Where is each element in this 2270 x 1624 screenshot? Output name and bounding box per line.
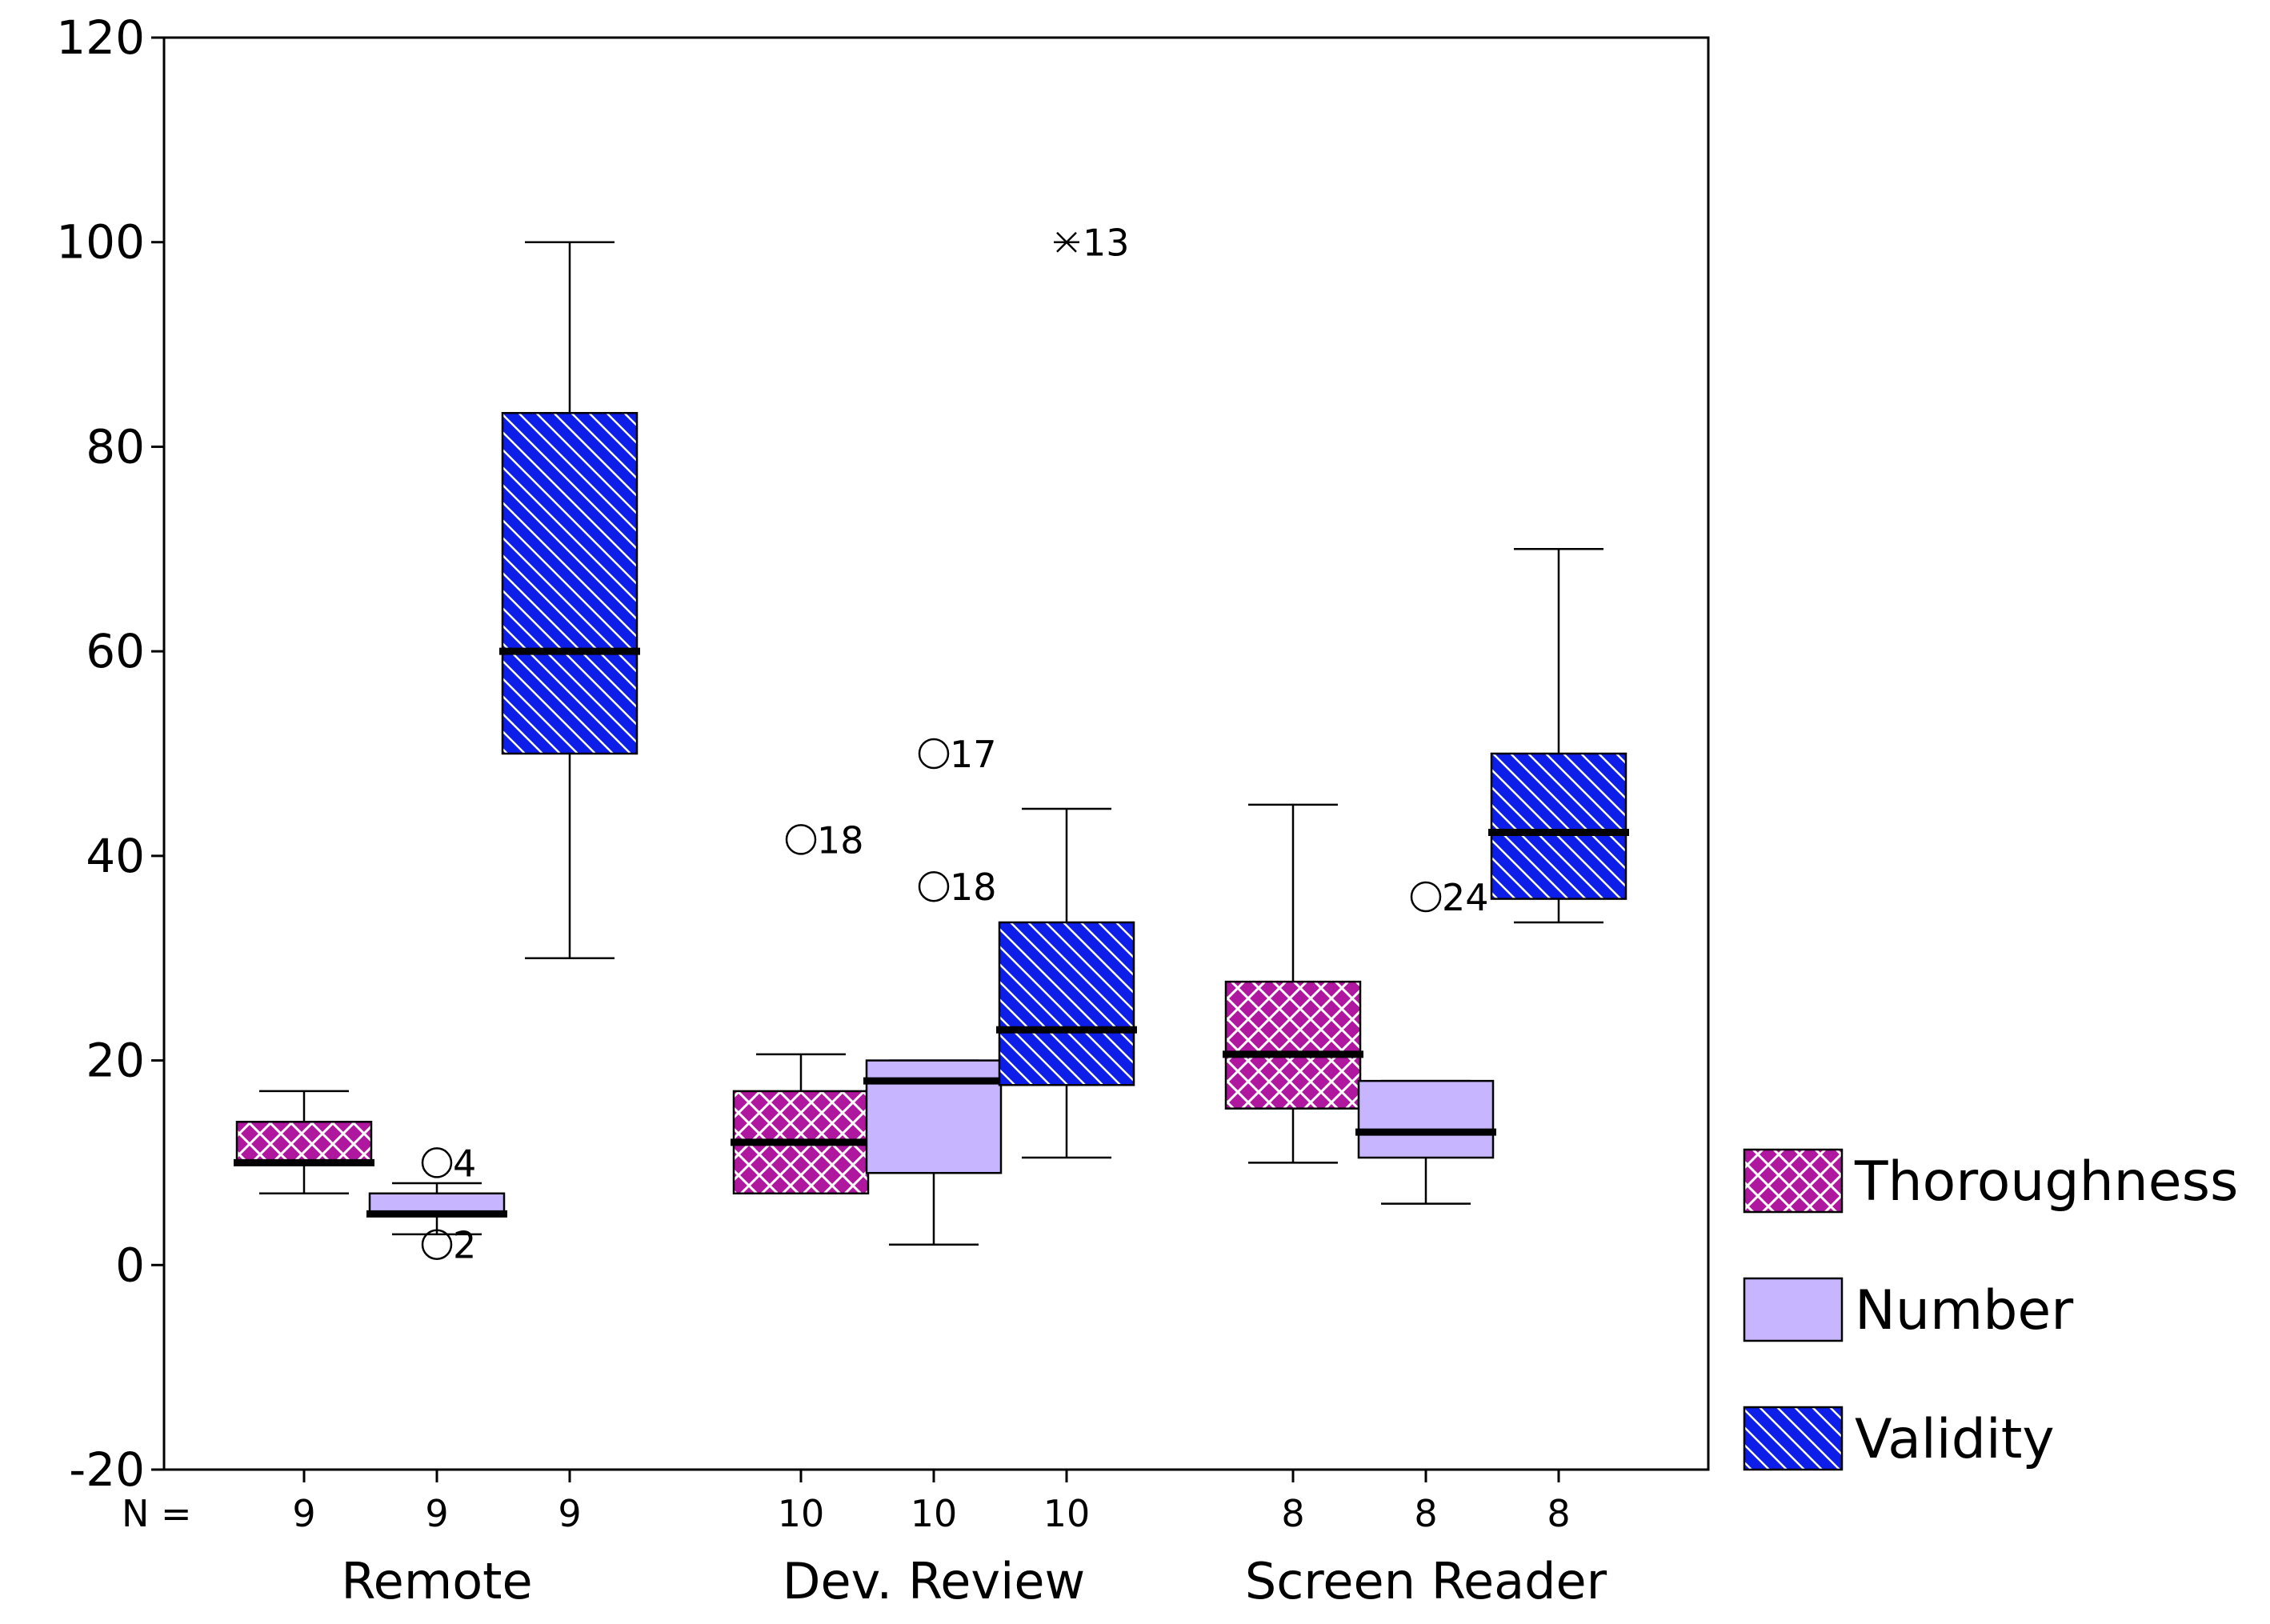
outlier-label: 13 xyxy=(1083,222,1130,265)
legend-swatch xyxy=(1743,1406,1844,1471)
n-count-label: 9 xyxy=(425,1492,448,1535)
n-count-label: 8 xyxy=(1547,1492,1570,1535)
y-tick-label: 60 xyxy=(86,624,145,678)
box-iqr xyxy=(235,1121,373,1164)
outlier-label: 2 xyxy=(453,1224,476,1267)
y-tick-label: 0 xyxy=(115,1238,145,1292)
legend-label: Validity xyxy=(1855,1408,2055,1471)
n-count-label: 8 xyxy=(1281,1492,1304,1535)
outlier-label: 18 xyxy=(817,818,864,862)
group-label-screen-reader: Screen Reader xyxy=(1245,1552,1607,1610)
outlier-marker xyxy=(1410,881,1442,913)
n-count-label: 10 xyxy=(1043,1492,1091,1535)
outlier-marker xyxy=(421,1229,453,1260)
box-screen-reader-number: 24 xyxy=(1355,876,1496,1205)
legend-swatch xyxy=(1743,1148,1844,1214)
extreme-marker xyxy=(1054,231,1079,253)
legend-item-thoroughness: Thoroughness xyxy=(1743,1148,2238,1214)
outlier-marker xyxy=(421,1147,453,1178)
outlier-marker xyxy=(785,824,817,855)
legend-item-number: Number xyxy=(1743,1277,2073,1342)
box-iqr xyxy=(998,921,1135,1086)
group-label-remote: Remote xyxy=(341,1552,532,1610)
y-tick-label: 40 xyxy=(86,829,145,883)
y-tick-label: 100 xyxy=(56,215,145,270)
legend-label: Number xyxy=(1855,1279,2073,1342)
box-remote-validity xyxy=(499,241,640,959)
box-screen-reader-thoroughness xyxy=(1223,803,1363,1164)
box-remote-thoroughness xyxy=(234,1090,374,1195)
outlier-label: 4 xyxy=(453,1142,476,1185)
n-count-label: 9 xyxy=(292,1492,315,1535)
n-prefix-label: N = xyxy=(122,1492,192,1535)
legend-swatch xyxy=(1743,1277,1844,1342)
outlier-marker xyxy=(918,738,950,770)
group-label-dev-review: Dev. Review xyxy=(783,1552,1085,1610)
y-axis: -20 0 20 40 60 80 100 120 xyxy=(56,10,164,1497)
y-tick-label: 80 xyxy=(86,419,145,474)
group-labels: Remote Dev. Review Screen Reader xyxy=(341,1552,1607,1610)
n-count-label: 10 xyxy=(778,1492,825,1535)
y-tick-label: 20 xyxy=(86,1034,145,1088)
outlier-label: 24 xyxy=(1442,876,1489,919)
box-remote-number: 42 xyxy=(366,1142,507,1267)
outlier-label: 18 xyxy=(950,866,997,909)
box-dev-review-validity: 13 xyxy=(996,222,1137,1159)
outlier-marker xyxy=(918,870,950,902)
n-count-label: 10 xyxy=(911,1492,958,1535)
y-tick-label: 120 xyxy=(56,10,145,65)
n-count-label: 9 xyxy=(558,1492,581,1535)
n-counts-row: N = 9 9 9 10 10 10 8 8 8 xyxy=(122,1470,1571,1535)
box-iqr xyxy=(1357,1079,1495,1159)
legend: Thoroughness Number Validity xyxy=(1743,1148,2238,1471)
box-iqr xyxy=(1490,752,1627,900)
box-iqr xyxy=(1224,980,1362,1110)
box-dev-review-thoroughness: 18 xyxy=(731,818,871,1195)
n-count-label: 8 xyxy=(1414,1492,1437,1535)
box-screen-reader-validity xyxy=(1488,548,1629,924)
box-iqr xyxy=(501,411,639,755)
y-tick-label: -20 xyxy=(69,1442,145,1497)
legend-item-validity: Validity xyxy=(1743,1406,2055,1471)
legend-label: Thoroughness xyxy=(1854,1150,2238,1214)
plot-area-frame xyxy=(162,36,1710,1471)
outlier-label: 17 xyxy=(950,733,997,776)
